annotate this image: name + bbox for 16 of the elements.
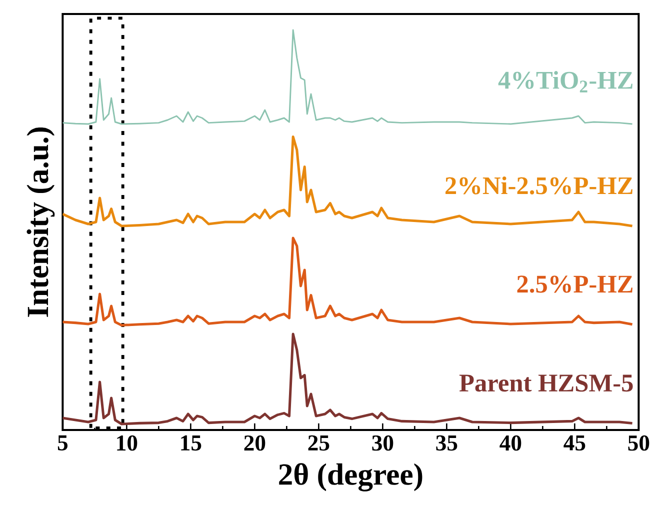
x-tick-label: 50 bbox=[628, 435, 650, 451]
x-tick-label: 25 bbox=[308, 435, 330, 451]
y-axis-title: Intensity (a.u.) bbox=[26, 128, 55, 317]
x-tick-label: 30 bbox=[372, 435, 394, 451]
x-tick-label: 20 bbox=[244, 435, 266, 451]
x-tick-label: 10 bbox=[117, 435, 138, 451]
x-tick-label: 40 bbox=[500, 435, 522, 451]
series-label: 2.5%P-HZ bbox=[517, 276, 632, 293]
x-tick-label: 45 bbox=[564, 435, 586, 451]
series-label: Parent HZSM-5 bbox=[459, 374, 633, 392]
x-tick-label: 15 bbox=[181, 435, 202, 451]
x-tick-label: 5 bbox=[58, 435, 68, 450]
x-axis-title: 2θ (degree) bbox=[279, 463, 422, 492]
series-label: 2%Ni-2.5%P-HZ bbox=[446, 176, 632, 194]
x-tick-label: 35 bbox=[436, 435, 458, 451]
series-label: 4%TiO$_{2}$-HZ bbox=[498, 71, 632, 92]
